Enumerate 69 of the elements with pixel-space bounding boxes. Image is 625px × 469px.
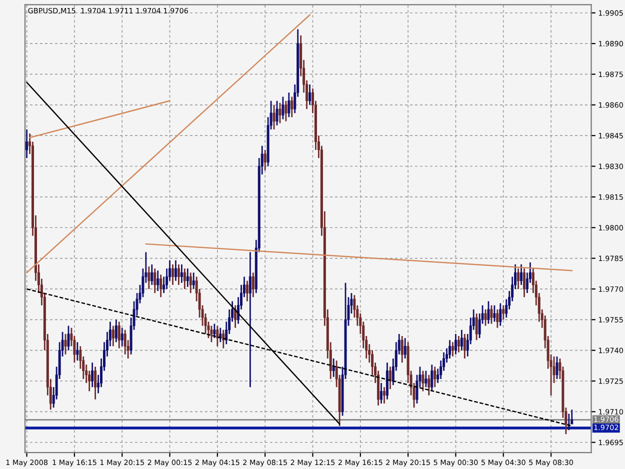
candlestick — [290, 96, 294, 118]
candlestick — [522, 268, 526, 298]
candlestick — [112, 325, 114, 347]
candlestick — [382, 386, 386, 404]
candlestick — [216, 325, 219, 347]
candlestick — [517, 268, 520, 290]
candlestick — [496, 308, 499, 329]
candlestick — [177, 264, 180, 286]
candlestick — [424, 370, 428, 388]
candlestick — [248, 251, 252, 388]
candlestick — [490, 304, 493, 324]
candlestick — [502, 304, 505, 320]
candlestick — [278, 102, 282, 124]
candlestick — [252, 272, 254, 298]
candlestick — [174, 260, 177, 282]
candlestick — [76, 341, 79, 362]
candlestick — [148, 266, 150, 290]
candlestick — [460, 329, 463, 352]
candlestick — [118, 321, 120, 349]
candlestick — [499, 302, 502, 326]
candlestick — [428, 374, 430, 396]
candlestick — [422, 370, 424, 392]
candlestick — [457, 335, 460, 354]
candlestick — [67, 325, 70, 352]
candlestick — [520, 264, 522, 286]
candlestick — [454, 333, 457, 356]
candlestick — [475, 312, 478, 341]
candlestick — [91, 362, 94, 388]
candlestick — [430, 364, 434, 392]
candlestick — [404, 337, 406, 360]
candlestick — [288, 92, 290, 118]
candlestick — [180, 264, 183, 284]
candlestick — [210, 325, 213, 343]
candlestick — [264, 149, 266, 172]
candlestick — [171, 264, 174, 286]
candlestick — [150, 264, 154, 286]
candlestick — [556, 356, 558, 380]
candlestick — [272, 104, 276, 130]
candlestick — [493, 304, 496, 322]
candlestick — [183, 268, 186, 290]
candlestick — [64, 333, 67, 356]
candlestick — [192, 272, 195, 290]
candlestick — [160, 274, 162, 298]
candlestick — [114, 318, 118, 343]
candlestick — [451, 341, 454, 358]
candlestick — [246, 280, 248, 302]
candlestick — [487, 300, 490, 324]
candlestick — [156, 270, 160, 292]
candlestick — [26, 128, 28, 159]
candlestick — [154, 268, 156, 294]
candlestick — [463, 333, 466, 360]
candlestick — [282, 96, 284, 120]
candlestick — [332, 358, 335, 378]
candlestick — [308, 84, 312, 106]
candlestick — [484, 308, 487, 326]
candlestick — [448, 339, 452, 360]
candlestick — [276, 100, 278, 126]
candlestick — [388, 366, 392, 390]
candlestick — [94, 366, 97, 400]
candlestick — [222, 329, 225, 349]
candlestick — [434, 366, 436, 388]
candlestick — [120, 327, 124, 347]
candlestick — [380, 382, 382, 404]
candlestick — [400, 335, 404, 364]
candlestick — [124, 329, 126, 356]
candlestick — [189, 272, 192, 294]
candlestick — [186, 268, 189, 288]
candlestick — [284, 100, 288, 122]
candlestick — [213, 323, 216, 339]
